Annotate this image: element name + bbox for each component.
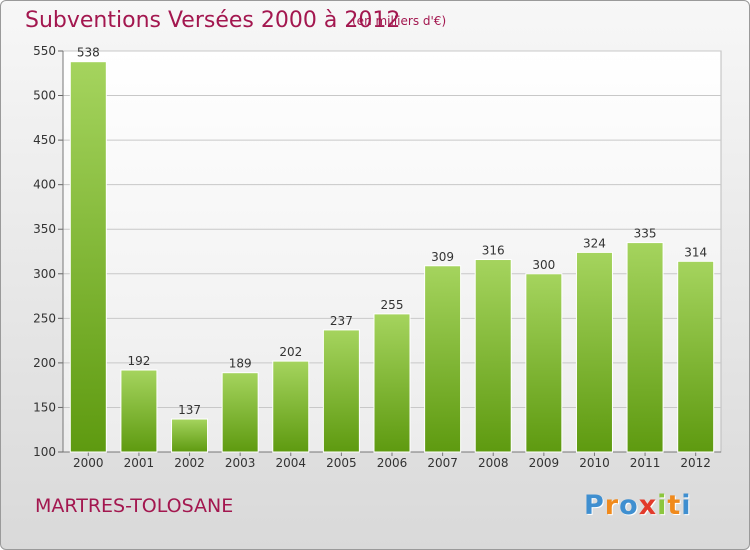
y-tick-label: 300 xyxy=(33,267,56,281)
logo-letter: i xyxy=(657,490,668,521)
data-label-2010: 324 xyxy=(583,236,606,250)
data-label-2006: 255 xyxy=(381,298,404,312)
data-label-2011: 335 xyxy=(634,227,657,241)
data-label-2001: 192 xyxy=(127,354,150,368)
y-tick-label: 250 xyxy=(33,311,56,325)
bar-2009 xyxy=(525,273,563,453)
y-tick-label: 200 xyxy=(33,356,56,370)
data-label-2012: 314 xyxy=(684,245,707,259)
x-tick-label: 2007 xyxy=(427,456,458,470)
bar-2012 xyxy=(677,260,715,453)
x-tick-label: 2004 xyxy=(275,456,306,470)
x-tick-label: 2003 xyxy=(225,456,256,470)
y-tick-label: 350 xyxy=(33,222,56,236)
data-label-2007: 309 xyxy=(431,250,454,264)
y-tick-label: 100 xyxy=(33,445,56,459)
bar-2010 xyxy=(575,251,613,453)
data-label-2005: 237 xyxy=(330,314,353,328)
bar-2007 xyxy=(424,265,462,453)
x-tick-label: 2002 xyxy=(174,456,205,470)
x-tick-label: 2011 xyxy=(630,456,661,470)
bar-2001 xyxy=(120,369,158,453)
data-label-2000: 538 xyxy=(77,46,100,60)
y-tick-label: 150 xyxy=(33,400,56,414)
x-tick-label: 2005 xyxy=(326,456,357,470)
bar-2008 xyxy=(474,259,512,453)
proxiti-logo: Proxiti xyxy=(584,490,692,521)
bar-2005 xyxy=(322,329,360,453)
data-label-2002: 137 xyxy=(178,403,201,417)
chart-subtitle: (en milliers d'€) xyxy=(352,14,447,28)
y-tick-label: 500 xyxy=(33,89,56,103)
logo-letter: x xyxy=(638,490,658,521)
data-label-2003: 189 xyxy=(229,357,252,371)
commune-name: MARTRES-TOLOSANE xyxy=(35,495,234,517)
x-tick-label: 2008 xyxy=(478,456,509,470)
bar-2000 xyxy=(69,61,107,453)
logo-letter: t xyxy=(667,490,682,521)
bar-2004 xyxy=(272,360,310,453)
bar-2003 xyxy=(221,372,259,453)
logo-letter: o xyxy=(619,490,639,521)
logo-letter: r xyxy=(604,490,620,521)
y-tick-label: 550 xyxy=(33,44,56,58)
data-label-2009: 300 xyxy=(532,258,555,272)
x-tick-label: 2001 xyxy=(124,456,155,470)
y-tick-label: 400 xyxy=(33,178,56,192)
bar-2011 xyxy=(626,242,664,453)
x-tick-label: 2000 xyxy=(73,456,104,470)
logo-letter: P xyxy=(584,490,605,521)
x-tick-label: 2010 xyxy=(579,456,610,470)
y-tick-label: 450 xyxy=(33,133,56,147)
data-label-2008: 316 xyxy=(482,244,505,258)
chart-title: Subventions Versées 2000 à 2012 xyxy=(25,8,401,33)
logo-letter: i xyxy=(681,490,692,521)
x-tick-label: 2006 xyxy=(377,456,408,470)
x-tick-label: 2009 xyxy=(529,456,560,470)
data-label-2004: 202 xyxy=(279,345,302,359)
bar-2006 xyxy=(373,313,411,453)
bar-2002 xyxy=(171,418,209,453)
x-tick-label: 2012 xyxy=(680,456,711,470)
